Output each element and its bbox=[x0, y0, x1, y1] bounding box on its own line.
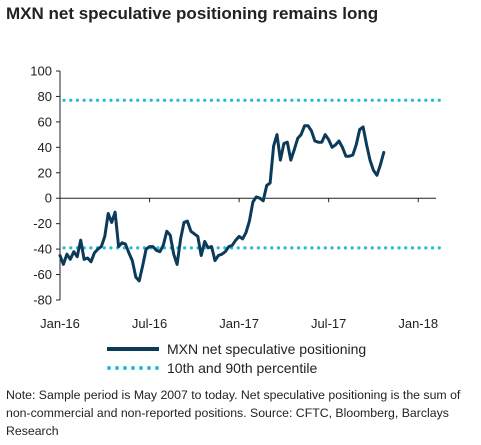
y-tick-label: 80 bbox=[38, 89, 52, 104]
x-tick-label: Jan-17 bbox=[219, 316, 259, 331]
x-tick-label: Jul-16 bbox=[132, 316, 167, 331]
y-tick-label: 40 bbox=[38, 140, 52, 155]
y-tick-label: -20 bbox=[33, 216, 52, 231]
legend: MXN net speculative positioning 10th and… bbox=[107, 339, 366, 377]
y-tick-label: -60 bbox=[33, 267, 52, 282]
legend-item-percentile: 10th and 90th percentile bbox=[107, 358, 366, 377]
x-tick-label: Jul-17 bbox=[311, 316, 346, 331]
y-tick-label: -80 bbox=[33, 293, 52, 308]
x-tick-label: Jan-18 bbox=[398, 316, 438, 331]
y-tick-label: 100 bbox=[30, 64, 52, 79]
chart-title: MXN net speculative positioning remains … bbox=[6, 4, 379, 23]
series-line-mxn-positioning bbox=[58, 124, 386, 283]
legend-swatch-dotted bbox=[107, 365, 159, 370]
y-tick-label: -40 bbox=[33, 242, 52, 257]
legend-label-positioning: MXN net speculative positioning bbox=[167, 340, 367, 357]
x-tick-label: Jan-16 bbox=[40, 316, 80, 331]
y-tick-label: 60 bbox=[38, 114, 52, 129]
y-tick-label: 20 bbox=[38, 165, 52, 180]
source-note: Note: Sample period is May 2007 to today… bbox=[6, 388, 461, 438]
legend-item-positioning: MXN net speculative positioning bbox=[107, 339, 366, 358]
y-tick-label: 0 bbox=[45, 191, 52, 206]
legend-swatch-solid bbox=[107, 346, 159, 351]
legend-label-percentile: 10th and 90th percentile bbox=[167, 359, 318, 376]
